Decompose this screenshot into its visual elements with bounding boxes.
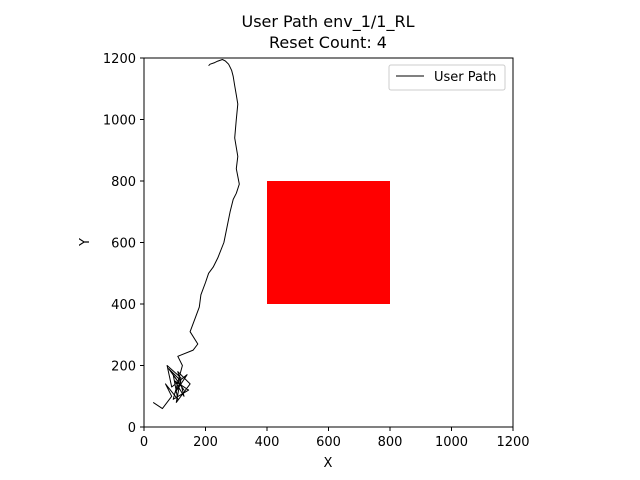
y-tick-label-800: 800 bbox=[111, 175, 136, 190]
y-tick-label-600: 600 bbox=[111, 237, 136, 252]
x-tick-label-1200: 1200 bbox=[496, 435, 529, 450]
chart-title: User Path env_1/1_RL bbox=[241, 12, 414, 32]
y-tick-label-1200: 1200 bbox=[103, 52, 136, 67]
plot-area: 0 200 400 600 800 1000 1200 0 200 400 600 800 1000 12… bbox=[103, 52, 530, 450]
y-tick-label-400: 400 bbox=[111, 298, 136, 313]
y-axis-label: Y bbox=[78, 238, 93, 247]
legend-label-user-path: User Path bbox=[434, 70, 496, 85]
y-tick-label-0: 0 bbox=[128, 421, 136, 436]
obstacle-rect bbox=[267, 181, 390, 304]
x-tick-label-800: 800 bbox=[378, 435, 403, 450]
y-tick-label-200: 200 bbox=[111, 360, 136, 375]
y-tick-label-1000: 1000 bbox=[103, 114, 136, 129]
x-tick-label-600: 600 bbox=[316, 435, 341, 450]
legend: User Path bbox=[388, 64, 506, 91]
x-tick-label-400: 400 bbox=[255, 435, 280, 450]
x-tick-label-200: 200 bbox=[193, 435, 218, 450]
x-axis-label: X bbox=[324, 456, 333, 471]
legend-frame bbox=[388, 64, 506, 91]
x-tick-label-0: 0 bbox=[140, 435, 148, 450]
chart-subtitle: Reset Count: 4 bbox=[269, 33, 387, 52]
series-line-user-path bbox=[152, 59, 240, 410]
x-tick-label-1000: 1000 bbox=[435, 435, 468, 450]
